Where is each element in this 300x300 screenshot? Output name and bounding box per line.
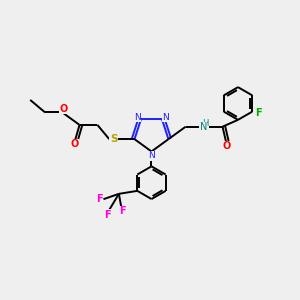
Text: O: O [223, 141, 231, 151]
Text: N: N [163, 112, 169, 122]
Text: F: F [255, 108, 261, 118]
Text: O: O [60, 104, 68, 114]
Text: N: N [148, 151, 155, 160]
Text: N: N [200, 122, 207, 132]
Text: F: F [104, 210, 111, 220]
Text: S: S [110, 134, 118, 144]
Text: O: O [70, 139, 78, 149]
Text: H: H [202, 118, 208, 127]
Text: N: N [134, 112, 140, 122]
Text: F: F [119, 206, 125, 216]
Text: F: F [96, 194, 103, 204]
